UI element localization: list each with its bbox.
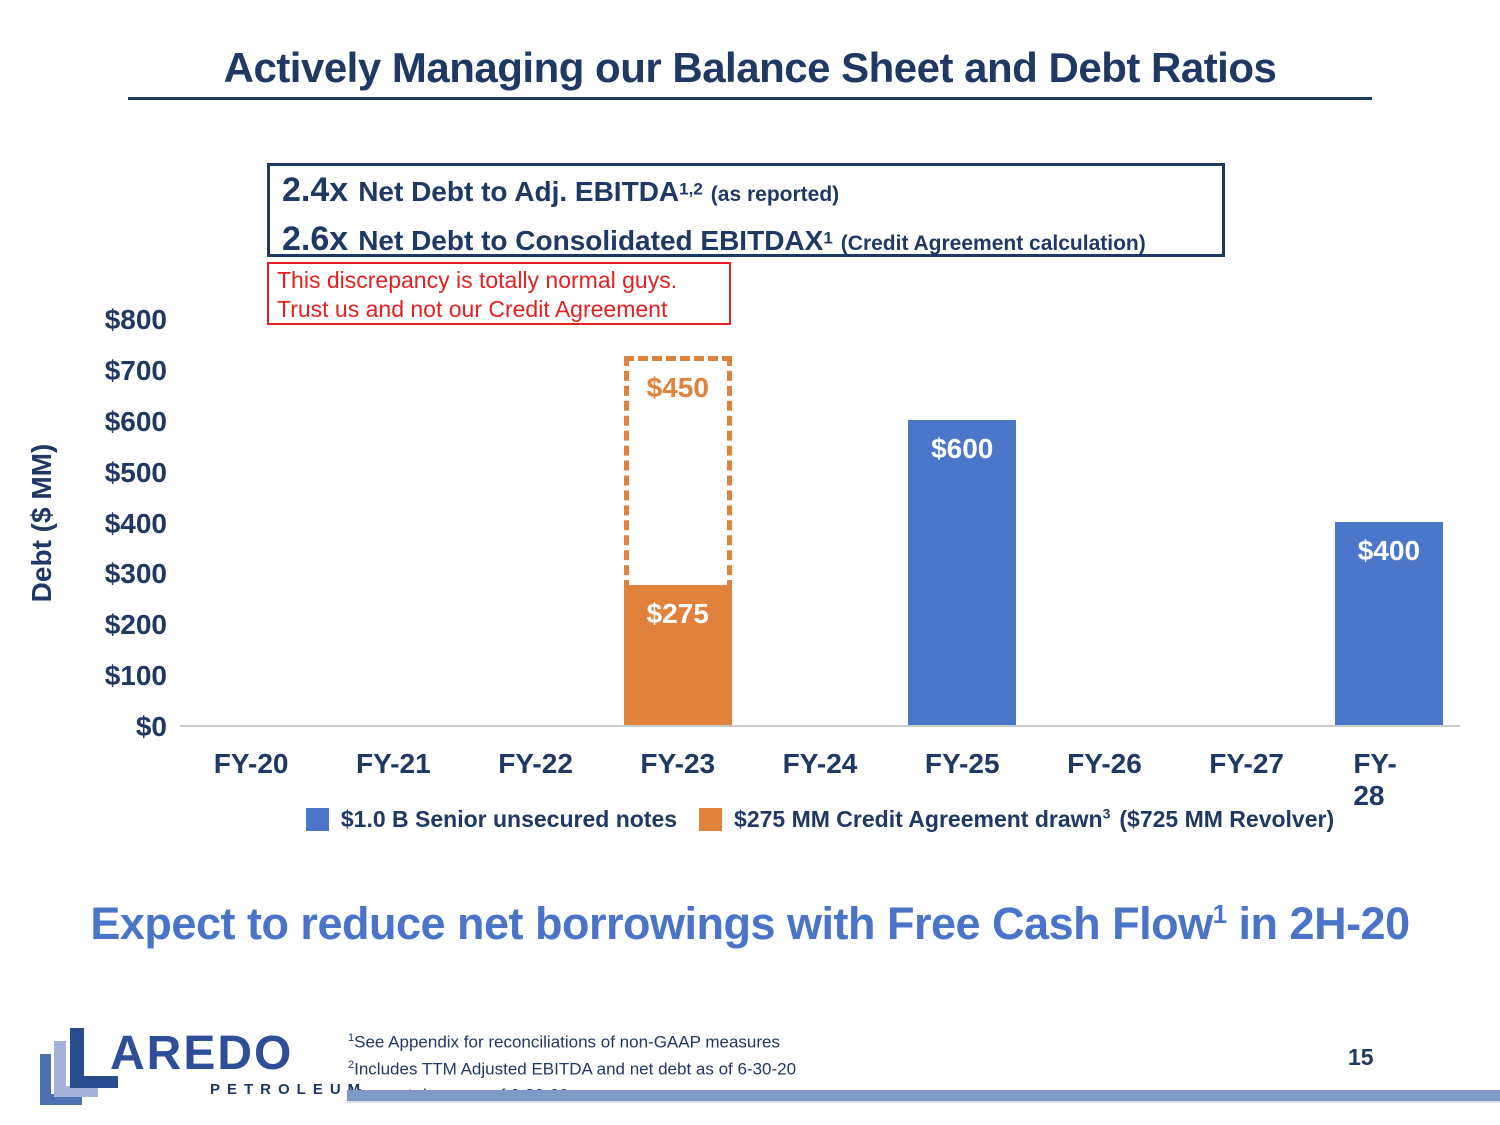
x-tick-label: FY-27 <box>1209 748 1285 779</box>
y-tick-label: $0 <box>135 711 167 742</box>
ratio-note: (Credit Agreement calculation) <box>840 232 1146 255</box>
ratio-value: 2.4x <box>282 171 349 209</box>
legend-superscript: 3 <box>1102 805 1111 822</box>
x-tick-label: FY-23 <box>640 748 716 779</box>
takeaway-headline: Expect to reduce net borrowings with Fre… <box>90 898 1410 949</box>
x-tick-label: FY-25 <box>924 748 1000 779</box>
y-tick-label: $300 <box>104 558 167 590</box>
ratio-row-ebitdax: 2.6x Net Debt to Consolidated EBITDAX1 (Cr… <box>282 218 1210 267</box>
ratio-label: Net Debt to Consolidated EBITDAX <box>358 225 824 256</box>
y-tick-label: $200 <box>104 609 167 641</box>
x-tick-label: FY-20 <box>213 748 289 779</box>
ratio-value: 2.6x <box>282 220 349 258</box>
petroleum-wordmark: PETROLEUM <box>210 1081 368 1098</box>
bar-value-label: $400 <box>1357 534 1421 566</box>
plot-area: $600 $400 $275 $450 <box>180 320 1460 727</box>
y-tick-label: $400 <box>104 507 167 539</box>
legend-label: $1.0 B Senior unsecured notes <box>340 806 678 832</box>
headline-superscript: 1 <box>1212 899 1227 929</box>
footer-accent-bar <box>347 1090 1500 1103</box>
y-tick-label: $600 <box>104 405 167 437</box>
bar-FY-25: $600 <box>908 419 1017 725</box>
legend-label: $275 MM Credit Agreement drawn3 ($725 MM … <box>734 805 1335 832</box>
ratio-note: (as reported) <box>710 183 840 206</box>
chart-legend: $1.0 B Senior unsecured notes $275 MM Cr… <box>180 806 1460 833</box>
footnote-1: 1See Appendix for reconciliations of non… <box>348 1032 780 1052</box>
ratio-row-adj-ebitda: 2.4x Net Debt to Adj. EBITDA1,2 (as report… <box>282 169 1210 218</box>
title-underline <box>128 97 1372 100</box>
bar-value-label: $600 <box>931 432 994 464</box>
ratio-superscript: 1,2 <box>679 179 703 199</box>
x-tick-label: FY-26 <box>1067 748 1142 779</box>
bar-value-label: $275 <box>646 598 709 630</box>
y-axis-ticks: $800 $700 $600 $500 $400 $300 $200 $100 $0 <box>55 304 167 742</box>
ratio-label: Net Debt to Adj. EBITDA <box>358 176 680 207</box>
y-tick-label: $700 <box>104 354 167 386</box>
orange-swatch-icon <box>699 808 723 831</box>
x-tick-label: FY-22 <box>498 748 573 779</box>
projection-value-label: $450 <box>646 372 709 404</box>
stepped-l-logo-icon <box>40 1028 118 1105</box>
laredo-petroleum-logo: AREDO PETROLEUM <box>40 1018 360 1118</box>
x-tick-label: FY-21 <box>355 748 431 779</box>
x-tick-label: FY-28 <box>1353 748 1397 811</box>
y-axis-title: Debt ($ MM) <box>26 443 57 603</box>
footnote-2: 2Includes TTM Adjusted EBITDA and net de… <box>348 1058 797 1079</box>
x-tick-label: FY-24 <box>782 748 858 779</box>
bar-FY-23: $275 <box>623 585 732 725</box>
annotation-line-2: Trust us and not our Credit Agreement <box>277 296 668 322</box>
y-tick-label: $500 <box>104 456 167 488</box>
annotation-line-1: This discrepancy is totally normal guys. <box>277 267 678 293</box>
page-number: 15 <box>1348 1044 1374 1070</box>
blue-swatch-icon <box>305 808 329 831</box>
x-axis-labels: FY-20 FY-21 FY-22 FY-23 FY-24 FY-25 FY-26 FY-27… <box>180 748 1460 811</box>
y-tick-label: $800 <box>104 304 167 335</box>
slide-title: Actively Managing our Balance Sheet and … <box>223 44 1277 91</box>
debt-ratio-box: 2.4x Net Debt to Adj. EBITDA1,2 (as report… <box>267 163 1225 258</box>
laredo-wordmark: AREDO <box>110 1027 294 1080</box>
bar-FY-28: $400 <box>1334 521 1443 725</box>
y-tick-label: $100 <box>104 660 167 692</box>
legend-item-credit-agreement: $275 MM Credit Agreement drawn3 ($725 MM … <box>699 806 1334 833</box>
red-annotation-box: This discrepancy is totally normal guys.… <box>267 262 731 325</box>
legend-label-tail: ($725 MM Revolver) <box>1119 806 1335 832</box>
ratio-superscript: 1 <box>823 228 833 248</box>
dashed-projection-box: $450 <box>623 356 732 591</box>
legend-item-senior-notes: $1.0 B Senior unsecured notes <box>305 806 678 833</box>
